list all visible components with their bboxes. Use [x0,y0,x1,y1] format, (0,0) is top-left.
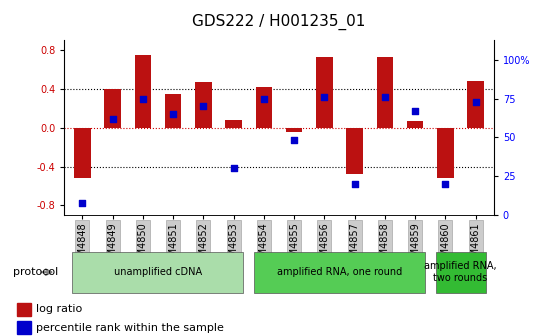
Point [78,200,87,205]
Point [108,116,117,121]
FancyBboxPatch shape [436,252,485,293]
Bar [225,120,242,128]
Point [411,108,420,114]
Point [381,94,389,100]
Bar [17,321,31,334]
FancyBboxPatch shape [73,252,243,293]
Text: protocol: protocol [13,267,59,277]
Point [350,181,359,187]
Point [199,103,208,109]
Text: log ratio: log ratio [36,304,83,314]
Bar [468,81,484,128]
Text: percentile rank within the sample: percentile rank within the sample [36,323,224,333]
Point [138,96,147,101]
Bar [377,57,393,128]
Bar [407,121,424,128]
Text: amplified RNA,
two rounds: amplified RNA, two rounds [424,261,497,283]
Bar [316,57,333,128]
Point [169,112,177,117]
Bar [195,82,211,128]
Bar [165,94,181,128]
Point [229,166,238,171]
Point [290,138,299,143]
Bar [256,87,272,128]
Text: amplified RNA, one round: amplified RNA, one round [277,267,402,277]
Bar [437,128,454,178]
Point [320,94,329,100]
Bar [286,128,302,132]
FancyBboxPatch shape [254,252,425,293]
Bar [347,128,363,174]
Bar [134,55,151,128]
Text: GDS222 / H001235_01: GDS222 / H001235_01 [193,13,365,30]
Point [441,181,450,187]
Point [259,96,268,101]
Point [471,99,480,104]
Bar [104,89,121,128]
Bar [74,128,90,178]
Text: unamplified cDNA: unamplified cDNA [114,267,202,277]
Bar [17,303,31,316]
